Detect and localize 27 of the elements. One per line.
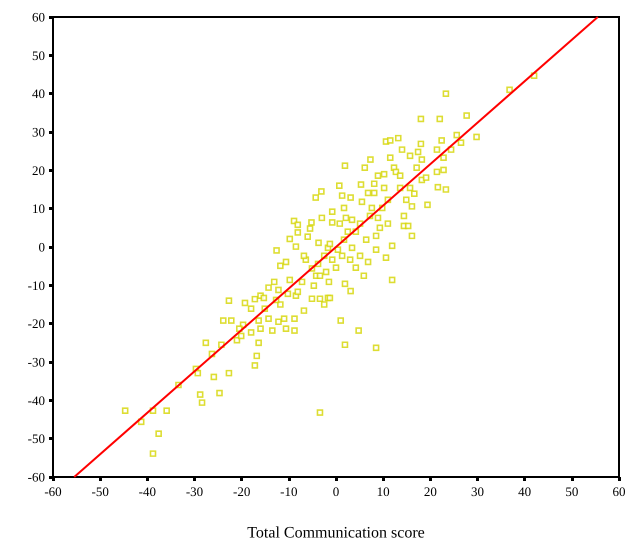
x-axis-title: Total Communication score [247,524,425,542]
x-tick-label: 0 [332,484,340,499]
x-tick-label: 50 [565,484,578,499]
x-tick-label: -10 [280,484,298,499]
x-tick-label: -30 [186,484,204,499]
x-tick-label: 10 [376,484,390,499]
y-tick-label: 50 [32,48,45,63]
y-tick-label: -30 [28,354,45,370]
y-tick-label: -40 [28,392,45,408]
y-tick-label: -10 [28,278,45,293]
y-tick-label: 30 [32,124,45,140]
x-tick-label: 20 [424,484,437,499]
x-tick-label: -50 [91,484,109,499]
y-tick-label: 40 [32,86,45,102]
y-tick-label: 20 [32,162,45,178]
y-tick-label: 10 [32,201,45,216]
x-tick-label: -60 [44,484,62,499]
x-tick-label: -40 [138,484,156,499]
y-tick-label: 60 [32,10,45,24]
y-tick-label: 0 [38,240,45,254]
x-tick-label: -20 [232,484,250,499]
x-tick-label: 40 [518,484,532,499]
x-tick-label: 60 [612,484,626,499]
y-tick-label: -60 [28,470,45,484]
x-tick-label: 30 [471,484,484,499]
y-tick-label: -50 [28,431,45,446]
y-tick-label: -20 [28,316,45,332]
